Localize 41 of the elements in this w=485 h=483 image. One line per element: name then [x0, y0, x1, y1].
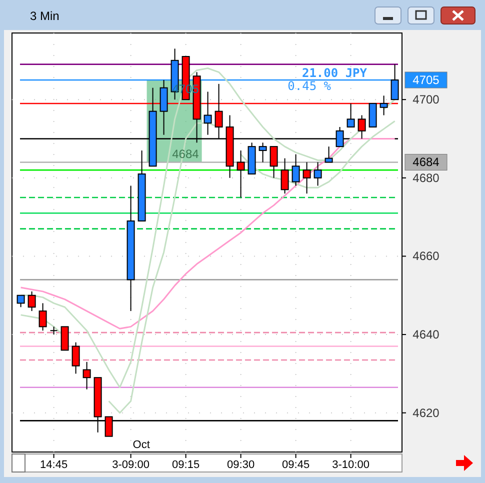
candlestick — [280, 158, 289, 194]
candlestick — [390, 64, 399, 100]
candlestick — [292, 154, 300, 186]
ref-line-label: 4684 — [412, 155, 440, 170]
candlestick — [236, 150, 245, 198]
candlestick — [38, 302, 47, 332]
annotation: 21.00 JPY — [302, 66, 368, 80]
y-tick-label: 4680 — [412, 170, 440, 185]
candlestick — [72, 342, 80, 374]
x-tick-label: 3-10:00 — [332, 459, 370, 471]
y-tick-label: 4700 — [412, 92, 440, 107]
annotation: 4705 — [172, 82, 200, 96]
candlestick — [160, 79, 168, 136]
candlestick — [28, 290, 36, 312]
candlestick — [380, 95, 388, 116]
candlestick — [314, 162, 322, 186]
y-tick-label: 4620 — [412, 406, 440, 420]
annotation: Oct — [132, 439, 150, 451]
x-tick-label: 09:45 — [282, 459, 310, 471]
y-tick-label: 4640 — [412, 328, 440, 342]
chart-title: 3 Min — [30, 9, 60, 23]
candlestick — [368, 102, 377, 128]
annotation: 4684 — [172, 147, 200, 162]
annotation: 0.45 % — [288, 79, 332, 93]
candlestick — [302, 162, 311, 194]
x-tick-label: 09:15 — [172, 459, 200, 471]
candlestick — [358, 114, 366, 140]
candlestick — [346, 102, 355, 128]
candlestick — [50, 326, 58, 336]
x-tick-label: 3-09:00 — [112, 459, 150, 471]
y-tick-label: 4660 — [412, 249, 440, 264]
x-tick-label: 14:45 — [40, 459, 68, 471]
candlestick — [60, 326, 69, 351]
candlestick — [324, 146, 333, 163]
ref-line-label: 4705 — [412, 72, 440, 87]
candlestick — [16, 294, 25, 308]
candlestick — [270, 146, 278, 178]
candlestick — [82, 361, 91, 390]
candlestick — [204, 91, 212, 136]
x-tick-label: 09:30 — [227, 459, 255, 471]
candlestick — [258, 142, 267, 163]
